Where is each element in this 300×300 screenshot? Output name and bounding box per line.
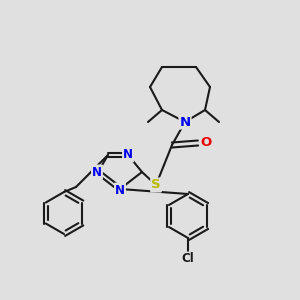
- Text: N: N: [123, 148, 133, 161]
- Text: N: N: [92, 166, 102, 178]
- Text: Cl: Cl: [182, 253, 194, 266]
- Text: N: N: [115, 184, 125, 196]
- Text: N: N: [179, 116, 191, 128]
- Text: S: S: [151, 178, 161, 191]
- Text: O: O: [200, 136, 211, 149]
